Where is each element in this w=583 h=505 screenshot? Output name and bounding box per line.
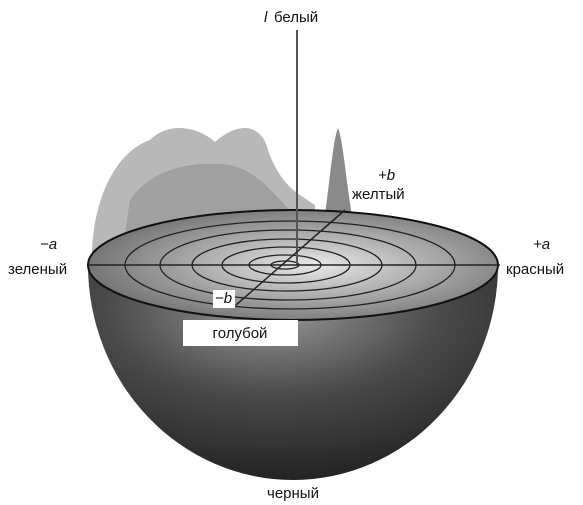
b-axis [235,209,346,306]
label: голубой [213,325,268,342]
label: +a [533,236,550,253]
label-box [213,290,235,308]
label-box [183,320,298,346]
hemisphere [88,265,498,480]
label: −b [215,290,232,307]
label: белый [274,9,318,26]
label: −a [40,236,57,253]
label: l [264,9,268,26]
label: черный [267,485,319,502]
label: зеленый [8,261,67,278]
shapes [87,30,500,480]
yellow-spike [325,128,352,215]
label: +b [378,167,395,184]
label: желтый [352,186,405,203]
label: красный [506,261,564,278]
